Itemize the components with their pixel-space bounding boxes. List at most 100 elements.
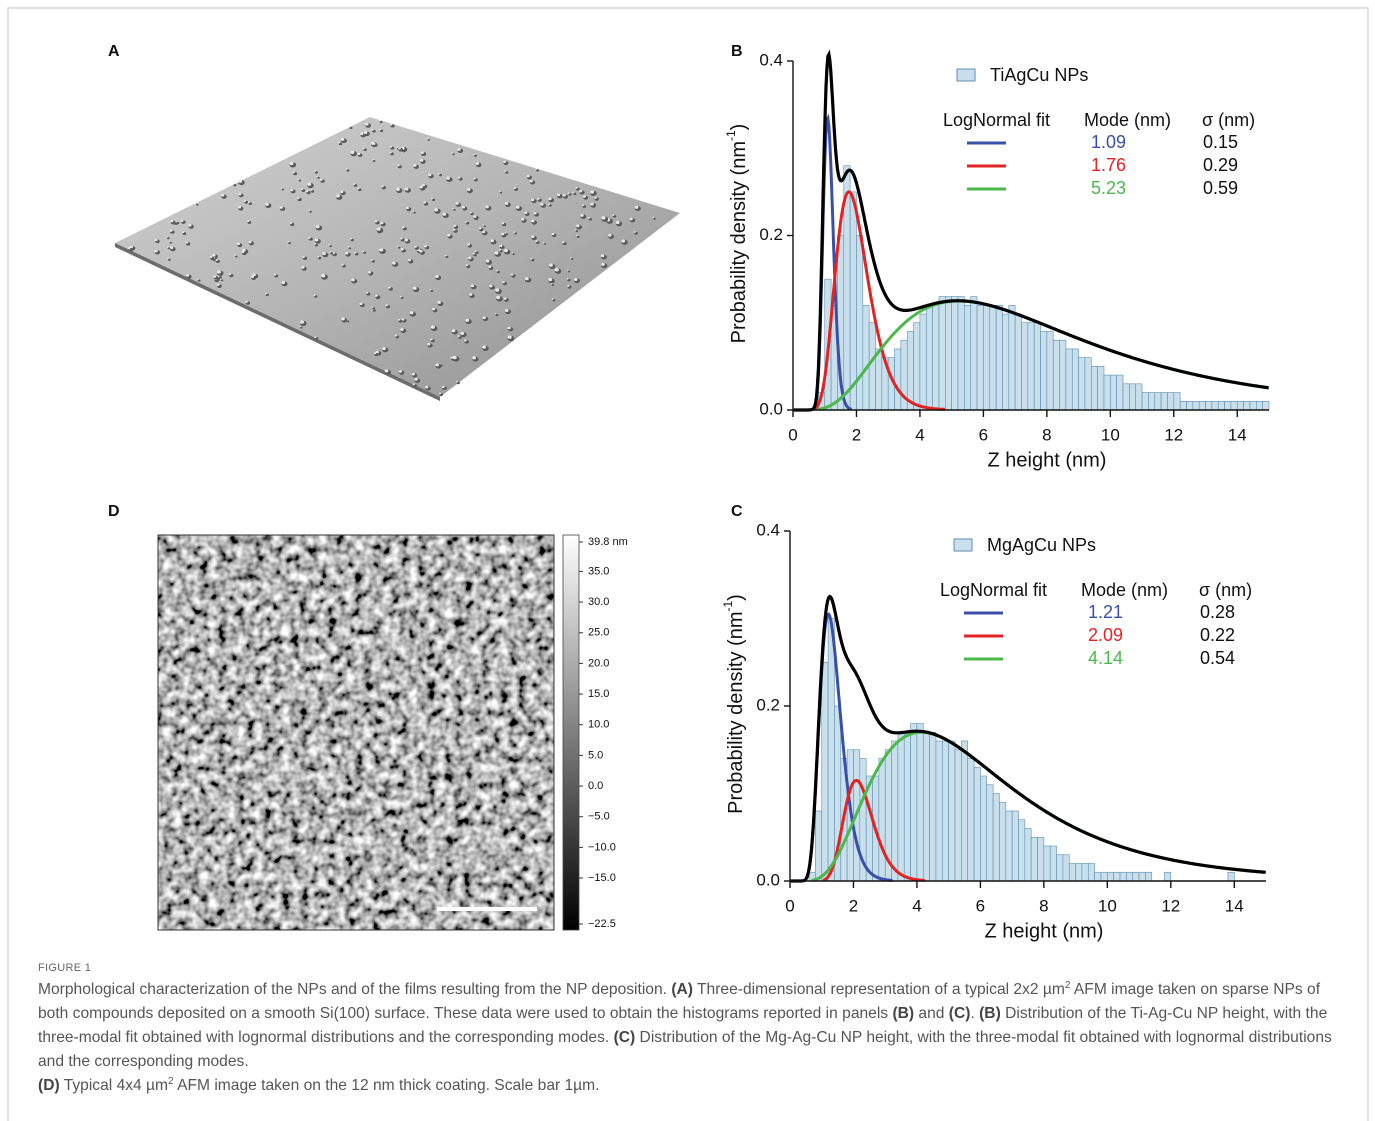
surface-bump-highlight — [542, 242, 545, 244]
surface-bump-highlight — [317, 255, 320, 258]
surface-bump-highlight — [634, 205, 639, 209]
surface-bump-highlight — [496, 295, 501, 300]
surface-bump — [298, 179, 302, 182]
histogram-bar — [1154, 392, 1162, 411]
surface-bump-highlight — [441, 385, 445, 388]
fit-table-header: LogNormal fit — [940, 580, 1047, 600]
surface-bump-highlight — [357, 187, 360, 190]
surface-bump-highlight — [621, 239, 626, 243]
histogram-bar — [945, 296, 952, 411]
histogram-bar — [954, 749, 962, 882]
surface-bump-highlight — [169, 246, 174, 250]
histogram-bar — [1107, 871, 1114, 882]
surface-bump — [348, 247, 352, 250]
surface-bump-highlight — [533, 211, 537, 215]
histogram-bar — [1071, 348, 1079, 411]
surface-bump-highlight — [360, 132, 364, 136]
surface-bump — [653, 217, 656, 220]
caption-text: and — [914, 1005, 949, 1022]
surface-bump-highlight — [576, 234, 578, 237]
histogram-bar — [932, 304, 940, 411]
surface-bump-highlight — [292, 171, 295, 174]
surface-bump-highlight — [400, 328, 404, 331]
surface-bump-highlight — [594, 196, 597, 199]
surface-bump-highlight — [243, 199, 247, 202]
histogram-bar — [878, 758, 886, 882]
surface-bump-highlight — [531, 235, 535, 239]
surface-bump-highlight — [442, 212, 447, 216]
surface-bump-highlight — [345, 168, 348, 170]
y-tick-label: 0.4 — [759, 50, 783, 69]
surface-bump-highlight — [652, 216, 654, 219]
histogram-bar — [942, 740, 949, 882]
surface-bump-highlight — [384, 369, 389, 373]
histogram-bar — [913, 322, 921, 411]
histogram-bar — [1078, 357, 1086, 411]
fit-sigma: 0.15 — [1203, 132, 1238, 152]
surface-bump-highlight — [385, 304, 388, 307]
y-axis-title-text: Probability density (nm — [725, 612, 747, 814]
surface-bump-highlight — [420, 159, 424, 162]
histogram-bar — [1008, 304, 1016, 411]
surface-bump-highlight — [388, 286, 391, 289]
surface-bump-highlight — [401, 318, 405, 321]
caption-text: Distribution of the Mg-Ag-Cu NP height, … — [38, 1029, 1332, 1070]
histogram-bar — [970, 296, 978, 411]
surface-bump — [552, 299, 556, 302]
image-frame — [157, 534, 555, 931]
surface-bump — [349, 126, 353, 130]
surface-bump-highlight — [234, 254, 236, 256]
surface-bump-highlight — [394, 334, 398, 337]
histogram-bar — [948, 740, 956, 882]
surface-bump-highlight — [494, 251, 499, 255]
surface-bump-highlight — [380, 221, 384, 225]
surface-bump-highlight — [428, 173, 432, 177]
colorbar-tick-label: 0.0 — [588, 780, 603, 792]
surface-bump-highlight — [265, 292, 267, 295]
surface-bump-highlight — [351, 278, 355, 282]
surface-bump-highlight — [537, 197, 540, 200]
histogram-bar — [1167, 392, 1175, 411]
surface-bump-highlight — [473, 215, 477, 218]
surface-bump — [427, 138, 431, 141]
surface-bump-highlight — [400, 248, 404, 251]
histogram-bar — [976, 304, 984, 411]
surface-bump — [300, 326, 303, 329]
surface-bump-highlight — [425, 385, 429, 389]
histogram-bar — [1103, 374, 1111, 411]
histogram-bar — [1018, 819, 1026, 882]
surface-bump — [309, 210, 312, 213]
surface-bump — [400, 296, 404, 299]
surface-bump-highlight — [414, 245, 417, 248]
surface-bump-highlight — [365, 291, 369, 294]
surface-bump-highlight — [468, 256, 472, 260]
histogram-bar — [1141, 392, 1149, 411]
x-tick-label: 14 — [1228, 425, 1247, 444]
x-tick-label: 6 — [979, 425, 988, 444]
caption-sup: 2 — [1064, 979, 1071, 991]
histogram-bar — [1097, 366, 1105, 411]
y-axis-title-end: ) — [728, 124, 750, 131]
surface-bump-highlight — [290, 188, 294, 192]
surface-bump-highlight — [404, 238, 408, 242]
surface-bump-highlight — [447, 233, 451, 237]
surface-bump — [372, 307, 376, 310]
surface-bump-highlight — [485, 205, 489, 209]
surface-bump-highlight — [289, 221, 293, 225]
surface-bump-highlight — [499, 249, 501, 251]
surface-bump-highlight — [362, 250, 365, 253]
fit-table-header: σ (nm) — [1202, 110, 1255, 130]
histogram-bar — [1068, 863, 1076, 882]
surface-edge — [115, 243, 440, 401]
colorbar-tick-label: 5.0 — [588, 749, 603, 761]
surface-bump-highlight — [341, 263, 344, 266]
surface-bump-highlight — [507, 335, 512, 339]
surface-bump-highlight — [485, 259, 490, 263]
surface-bump-highlight — [186, 274, 190, 277]
surface-bump-highlight — [432, 307, 436, 311]
histogram-bar — [989, 304, 997, 411]
surface-bump-highlight — [188, 224, 192, 227]
surface-bump — [166, 237, 170, 240]
surface-bump-highlight — [170, 219, 174, 223]
